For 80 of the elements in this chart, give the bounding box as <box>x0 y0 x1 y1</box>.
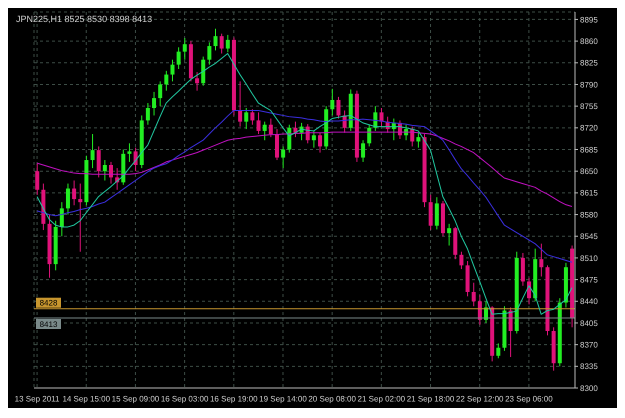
y-tick-label: 8405 <box>580 318 598 328</box>
candlestick <box>336 96 340 120</box>
line-series <box>36 110 572 263</box>
candlestick <box>60 202 64 237</box>
candlestick <box>262 121 267 141</box>
candlestick <box>367 124 372 147</box>
candlestick <box>102 160 107 181</box>
y-tick-label: 8510 <box>580 254 598 263</box>
y-tick-label: 8895 <box>580 15 598 24</box>
y-tick-label: 8615 <box>580 188 598 198</box>
candlestick <box>434 196 439 230</box>
y-tick-label: 8335 <box>580 362 598 372</box>
y-tick-label: 8545 <box>580 232 598 242</box>
x-tick-label: 14 Sep 15:00 <box>62 394 111 404</box>
candlestick <box>256 112 261 135</box>
candlestick <box>35 163 40 196</box>
candlestick <box>318 132 322 154</box>
candlestick <box>146 102 150 126</box>
candlestick <box>472 282 476 307</box>
candlestick <box>274 128 279 161</box>
y-tick-label: 8300 <box>580 384 598 393</box>
x-tick-label: 19 Sep 14:00 <box>259 394 308 404</box>
candlestick <box>176 46 181 70</box>
candlestick <box>109 161 113 184</box>
y-tick-label: 8755 <box>580 102 598 111</box>
candlestick <box>496 342 500 359</box>
candlestick <box>459 251 464 270</box>
y-tick-label: 8650 <box>580 167 598 176</box>
y-tick-label: 8475 <box>580 275 598 284</box>
candlestick <box>170 59 174 82</box>
x-tick-label: 13 Sep 2011 <box>14 394 60 404</box>
candlestick <box>152 91 156 116</box>
candlestick <box>250 108 254 126</box>
candlestick <box>201 56 206 86</box>
x-tick-label: 16 Sep 03:00 <box>160 394 209 404</box>
candlestick <box>66 183 70 216</box>
y-tick-label: 8440 <box>580 297 598 306</box>
candlestick <box>330 88 334 116</box>
x-tick-label: 22 Sep 12:00 <box>456 394 504 404</box>
candlestick <box>78 183 82 252</box>
candlestick <box>416 132 420 148</box>
candlestick <box>244 108 248 130</box>
x-tick-label: 16 Sep 19:00 <box>210 394 258 404</box>
y-tick-label: 8860 <box>580 36 598 46</box>
y-tick-label: 8580 <box>580 210 598 220</box>
candlestick <box>195 72 200 92</box>
candlestick <box>164 70 168 92</box>
candlestick <box>447 223 452 246</box>
x-tick-label: 21 Sep 02:00 <box>358 394 406 404</box>
y-tick-label: 8720 <box>580 124 598 133</box>
candlestick <box>220 33 224 54</box>
x-tick-label: 21 Sep 18:00 <box>406 394 455 404</box>
candlestick <box>428 194 433 231</box>
candlestick <box>72 180 76 206</box>
candlestick <box>268 118 273 138</box>
candlestick <box>520 252 525 286</box>
chart-title: JPN225,H1 8525 8530 8398 8413 <box>16 14 152 24</box>
candlestick <box>96 146 101 178</box>
candlestick <box>361 140 366 162</box>
candlestick <box>90 134 95 169</box>
ref-line-label: 8413 <box>40 320 58 330</box>
y-tick-label: 8790 <box>580 80 598 90</box>
y-tick-label: 8685 <box>580 145 598 154</box>
x-tick-label: 20 Sep 08:00 <box>308 394 357 404</box>
y-tick-label: 8825 <box>580 58 598 68</box>
candlestick <box>127 142 132 162</box>
candlestick <box>238 80 242 128</box>
candlestick <box>508 306 513 358</box>
candlestick <box>158 80 162 107</box>
candlestick <box>214 28 218 51</box>
candlestick <box>226 34 230 53</box>
x-tick-label: 15 Sep 09:00 <box>112 394 160 404</box>
candlestick <box>281 146 286 169</box>
candlestick <box>312 130 316 148</box>
candlestick <box>207 42 212 66</box>
ref-line-label: 8428 <box>40 298 58 308</box>
candlestick <box>182 38 187 60</box>
x-tick-label: 23 Sep 06:00 <box>505 394 554 404</box>
candlestick <box>539 243 544 277</box>
y-tick-label: 8370 <box>580 340 598 350</box>
